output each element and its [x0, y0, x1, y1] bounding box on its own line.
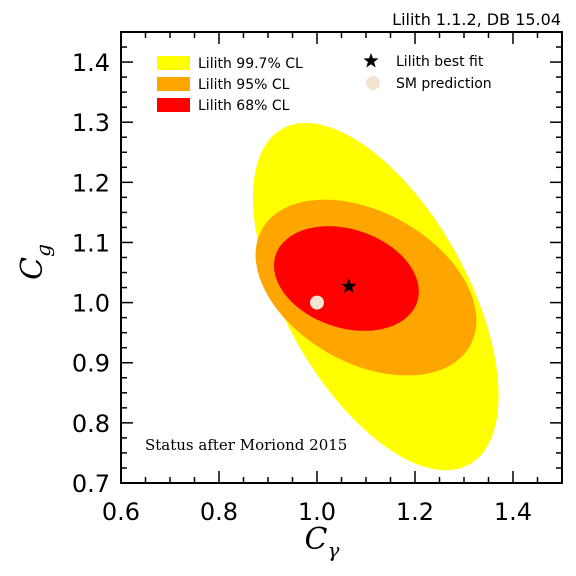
y-tick-label: 1.2 [72, 169, 110, 197]
x-tick-label: 1.2 [396, 498, 434, 526]
legend-label-best-fit: Lilith best fit [396, 54, 484, 70]
x-tick-label: 1.0 [298, 498, 336, 526]
legend-label-68: Lilith 68% CL [198, 98, 290, 114]
y-tick-label: 1.0 [72, 290, 110, 318]
legend-swatch-95 [157, 77, 190, 91]
legend-label-95: Lilith 95% CL [198, 77, 290, 93]
legend: Lilith 99.7% CL Lilith 95% CL Lilith 68%… [157, 53, 492, 114]
x-tick-label: 0.6 [102, 498, 140, 526]
legend-sm-dot-icon [366, 76, 380, 90]
y-tick-label: 0.8 [72, 410, 110, 438]
best-fit-star [341, 278, 357, 293]
y-tick-label: 1.4 [72, 49, 110, 77]
sm-prediction-dot [310, 295, 324, 310]
x-tick-label: 0.8 [200, 498, 238, 526]
legend-label-997: Lilith 99.7% CL [198, 56, 303, 72]
confidence-regions [253, 123, 499, 471]
plot-frame [120, 31, 563, 484]
x-tick-label: 1.4 [494, 498, 532, 526]
legend-swatch-68 [157, 98, 190, 112]
y-tick-label: 0.7 [72, 470, 110, 498]
region-2 [274, 226, 419, 331]
legend-star-icon [363, 53, 379, 68]
y-tick-label: 0.9 [72, 350, 110, 378]
chart-header: Lilith 1.1.2, DB 15.04 [392, 10, 561, 29]
x-axis-title: Cγ [305, 522, 340, 562]
y-axis-title: Cg [15, 244, 55, 280]
y-tick-label: 1.1 [72, 229, 110, 257]
y-tick-label: 1.3 [72, 109, 110, 137]
tick-labels: 0.6 0.8 1.0 1.2 1.4 0.7 0.8 0.9 1.0 1.1 1.2 1.3 1.4 [72, 49, 532, 526]
legend-label-sm: SM prediction [396, 76, 492, 92]
legend-swatch-997 [157, 56, 190, 70]
markers [310, 278, 357, 310]
status-annotation: Status after Moriond 2015 [145, 436, 347, 454]
